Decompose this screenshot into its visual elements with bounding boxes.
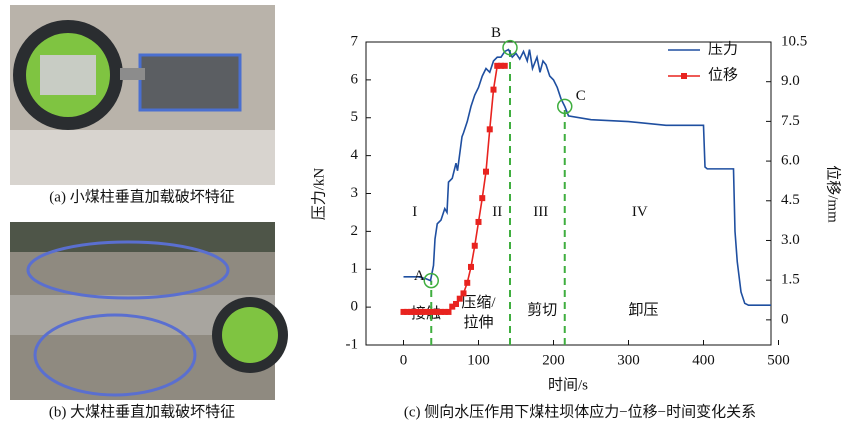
y2-tick-label: 9.0 bbox=[781, 73, 800, 89]
y2-tick-label: 0 bbox=[781, 311, 789, 327]
caption-a: (a) 小煤柱垂直加载破坏特征 bbox=[49, 188, 234, 205]
figure: (a) 小煤柱垂直加载破坏特征 (b) 大煤柱垂直加载破坏特征 (c) 侧向水压… bbox=[0, 0, 850, 432]
x-tick-label: 300 bbox=[617, 352, 640, 368]
plot-frame bbox=[366, 42, 771, 345]
marker-label: A bbox=[414, 268, 425, 284]
y-tick-label: 1 bbox=[351, 261, 359, 277]
marker-label: C bbox=[576, 88, 586, 104]
phase-numeral: II bbox=[492, 204, 502, 220]
series-line bbox=[404, 50, 772, 306]
series-point bbox=[476, 219, 482, 225]
legend-label: 位移 bbox=[708, 66, 738, 83]
caption-b: (b) 大煤柱垂直加载破坏特征 bbox=[49, 403, 235, 420]
x-axis-label: 时间/s bbox=[548, 376, 588, 393]
y2-tick-label: 1.5 bbox=[781, 272, 800, 288]
photo-b bbox=[10, 222, 288, 400]
y2-axis-label: 位移/mm bbox=[825, 165, 842, 223]
series-point bbox=[487, 126, 493, 132]
x-tick-label: 0 bbox=[400, 352, 408, 368]
x-tick-label: 200 bbox=[542, 352, 565, 368]
y-tick-label: -1 bbox=[346, 336, 359, 352]
x-tick-label: 500 bbox=[767, 352, 790, 368]
x-tick-label: 100 bbox=[467, 352, 490, 368]
y2-tick-label: 4.5 bbox=[781, 192, 800, 208]
phase-numeral: I bbox=[412, 204, 417, 220]
y-tick-label: 2 bbox=[351, 223, 359, 239]
y-axis-label: 压力/kN bbox=[310, 168, 327, 221]
photo-a bbox=[10, 5, 275, 185]
series-point bbox=[446, 309, 452, 315]
phase-name: 卸压 bbox=[628, 301, 658, 318]
series-point bbox=[491, 87, 497, 93]
y-tick-label: 5 bbox=[351, 109, 359, 125]
y-tick-label: 3 bbox=[351, 185, 359, 201]
y2-tick-label: 7.5 bbox=[781, 113, 800, 129]
series-point bbox=[457, 296, 463, 302]
series-point bbox=[483, 169, 489, 175]
phase-name: 压缩/ bbox=[461, 294, 496, 311]
phase-name: 剪切 bbox=[527, 301, 557, 318]
series-point bbox=[472, 243, 478, 249]
phase-numeral: IV bbox=[632, 204, 648, 220]
series-point bbox=[453, 301, 459, 307]
series-point bbox=[479, 195, 485, 201]
series-point bbox=[468, 264, 474, 270]
y-tick-label: 0 bbox=[351, 299, 359, 315]
series-point bbox=[502, 63, 508, 69]
y-tick-label: 4 bbox=[351, 147, 359, 163]
legend-label: 压力 bbox=[708, 40, 738, 57]
phase-name: 拉伸 bbox=[463, 314, 493, 331]
phase-numeral: III bbox=[533, 204, 548, 220]
legend-swatch-marker bbox=[681, 73, 687, 79]
y-tick-label: 7 bbox=[351, 33, 359, 49]
y2-tick-label: 10.5 bbox=[781, 33, 807, 49]
marker-label: B bbox=[491, 25, 501, 41]
series-point bbox=[464, 280, 470, 286]
series-point bbox=[461, 290, 467, 296]
y2-tick-label: 6.0 bbox=[781, 153, 800, 169]
x-tick-label: 400 bbox=[692, 352, 715, 368]
caption-c: (c) 侧向水压作用下煤柱坝体应力−位移−时间变化关系 bbox=[404, 402, 756, 420]
y2-tick-label: 3.0 bbox=[781, 232, 800, 248]
y-tick-label: 6 bbox=[351, 71, 359, 87]
